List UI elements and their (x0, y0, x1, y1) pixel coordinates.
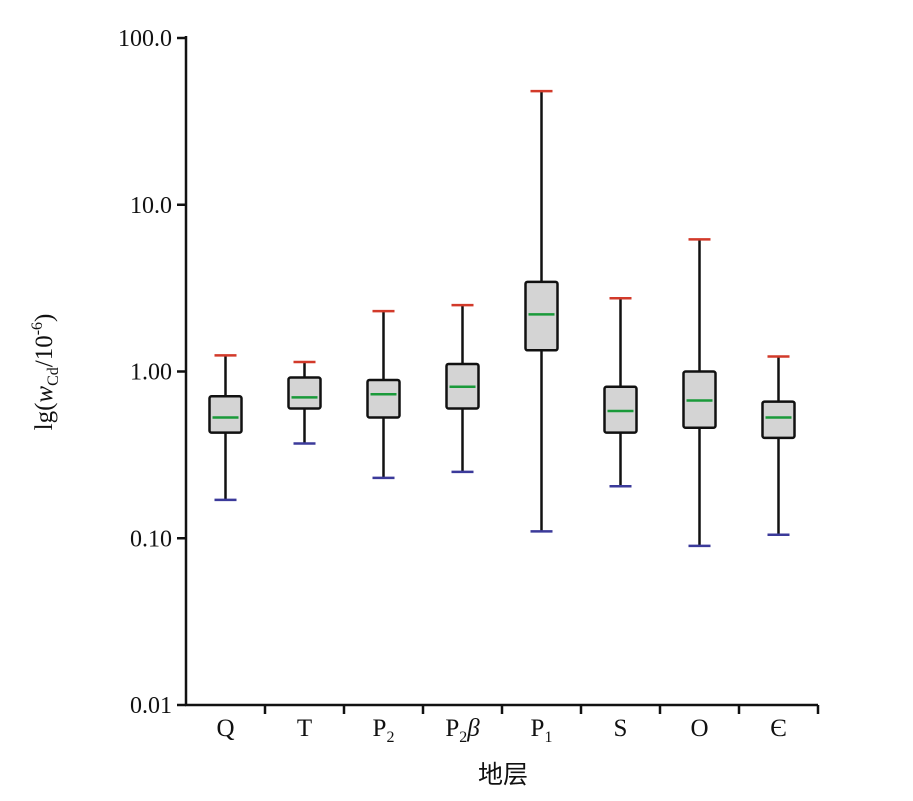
iqr-box (524, 280, 559, 352)
x-tick-label: P2 (373, 715, 395, 746)
box-group (761, 355, 796, 536)
box-group (682, 238, 717, 548)
x-tick-label-greek: β (466, 715, 480, 742)
y-axis-title-middle: /10 (31, 335, 58, 367)
x-tick-label-main: S (614, 715, 628, 742)
box-group (445, 303, 480, 474)
y-axis-title-prefix: lg( (31, 403, 58, 431)
x-tick-label-main: O (690, 715, 708, 742)
x-tick-label: Є (770, 715, 787, 742)
y-axis-title-var: w (31, 386, 58, 403)
y-axis-title-suffix: ) (31, 314, 58, 322)
x-tick-label-main: Q (216, 715, 234, 742)
y-ticks: 0.01 0.10 1.00 10.0 100.0 (118, 26, 186, 719)
iqr-box (208, 395, 243, 434)
y-tick-label: 0.01 (130, 693, 172, 719)
x-tick-label: S (614, 715, 628, 742)
axes (184, 36, 818, 707)
x-tick-label: O (690, 715, 708, 742)
iqr-box (603, 385, 638, 434)
y-axis-title: lg(wCd/10-6) (29, 314, 62, 431)
iqr-box (287, 376, 322, 410)
y-tick-label: 10.0 (130, 193, 172, 219)
box-group (366, 309, 401, 480)
x-tick-label-sub: 2 (459, 729, 467, 746)
x-tick-label: T (297, 715, 312, 742)
x-tick-label-sub: 2 (386, 729, 394, 746)
box-group (603, 296, 638, 488)
x-tick-label-sub: 1 (544, 729, 552, 746)
x-tick-label-main: P (445, 715, 459, 742)
x-tick-label-main: T (297, 715, 312, 742)
y-tick-label: 100.0 (118, 26, 172, 52)
box-group (287, 360, 322, 445)
x-tick-label-main: P (373, 715, 387, 742)
x-tick-label: Q (216, 715, 234, 742)
x-ticks: Q T P2 P2β P1 S O Є (216, 705, 820, 746)
x-tick-label-main: Є (770, 715, 787, 742)
box-group (524, 89, 559, 533)
boxes (208, 89, 796, 548)
box-group (208, 354, 243, 502)
y-tick-label: 0.10 (130, 526, 172, 552)
iqr-box (366, 378, 401, 419)
x-tick-label: P1 (531, 715, 553, 746)
x-axis-title: 地层 (478, 761, 528, 789)
x-tick-label-main: P (531, 715, 545, 742)
y-axis-title-sub: Cd (45, 367, 62, 386)
iqr-box (761, 400, 796, 440)
x-tick-label: P2β (445, 715, 480, 746)
y-axis-title-sup: -6 (29, 322, 46, 335)
y-tick-label: 1.00 (130, 360, 172, 386)
